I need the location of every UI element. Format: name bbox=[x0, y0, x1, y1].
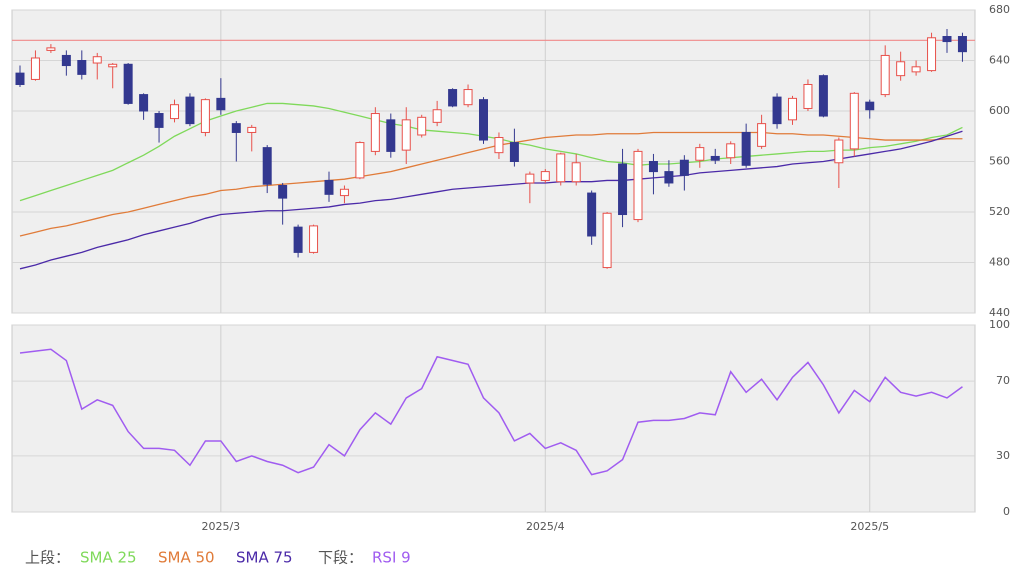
plot-area bbox=[11, 324, 976, 513]
candle-body bbox=[262, 147, 272, 185]
legend-entry: SMA 50 bbox=[158, 549, 215, 567]
y-tick-label: 640 bbox=[989, 54, 1010, 67]
candle-body bbox=[417, 116, 427, 136]
candle-body bbox=[571, 162, 581, 183]
y-tick-label: 100 bbox=[989, 318, 1010, 331]
candle-body bbox=[339, 188, 349, 197]
x-tick-label: 2025/5 bbox=[850, 520, 889, 533]
candle-body bbox=[170, 104, 179, 120]
candle-body bbox=[77, 60, 87, 75]
candle-body bbox=[154, 113, 164, 128]
candle-body bbox=[231, 123, 241, 133]
x-tick-label: 2025/4 bbox=[526, 520, 565, 533]
candle-body bbox=[695, 147, 705, 161]
y-tick-label: 30 bbox=[996, 449, 1010, 462]
candle-body bbox=[880, 54, 890, 96]
candle-body bbox=[139, 94, 149, 112]
candle-body bbox=[834, 139, 844, 164]
candle-body bbox=[401, 119, 411, 151]
candle-body bbox=[556, 153, 566, 183]
candle-body bbox=[463, 89, 473, 106]
y-tick-label: 70 bbox=[996, 374, 1010, 387]
candle-body bbox=[633, 150, 643, 221]
candle-body bbox=[509, 142, 519, 162]
legend-label: 上段： bbox=[25, 549, 70, 567]
candle-body bbox=[602, 212, 612, 269]
candle-body bbox=[865, 101, 875, 111]
candle-body bbox=[648, 161, 658, 173]
candle-body bbox=[61, 54, 71, 67]
candle-body bbox=[710, 155, 720, 161]
candle-body bbox=[370, 113, 380, 152]
candle-body bbox=[324, 179, 334, 195]
candle-body bbox=[803, 83, 813, 109]
candle-body bbox=[788, 97, 797, 121]
candle-body bbox=[618, 163, 628, 216]
y-tick-label: 0 bbox=[1003, 505, 1010, 518]
candle-body bbox=[309, 225, 319, 253]
sma-line bbox=[19, 131, 963, 237]
y-tick-label: 440 bbox=[989, 306, 1010, 319]
legend-entry: SMA 75 bbox=[236, 549, 293, 567]
candle-body bbox=[525, 173, 535, 184]
candle-body bbox=[479, 99, 488, 141]
legend-entry: RSI 9 bbox=[372, 549, 411, 567]
candle-body bbox=[772, 96, 782, 125]
candle-body bbox=[200, 99, 210, 133]
candle-body bbox=[818, 75, 828, 117]
candle-body bbox=[30, 57, 40, 80]
legend-entry: SMA 25 bbox=[80, 549, 137, 567]
legend: 上段： SMA 25 SMA 50 SMA 75 下段： RSI 9 bbox=[25, 549, 411, 567]
candle-body bbox=[386, 119, 396, 152]
candle-body bbox=[247, 126, 257, 133]
candle-body bbox=[123, 63, 133, 104]
rsi-line bbox=[19, 348, 963, 476]
candle-body bbox=[664, 171, 674, 184]
y-tick-label: 560 bbox=[989, 155, 1010, 168]
candle-body bbox=[185, 96, 195, 125]
candle-body bbox=[587, 192, 597, 237]
sma-line bbox=[19, 130, 963, 270]
candle-body bbox=[432, 109, 442, 123]
candle-body bbox=[741, 131, 751, 166]
candle-body bbox=[108, 63, 118, 68]
candle-body bbox=[679, 159, 689, 176]
y-tick-label: 680 bbox=[989, 3, 1010, 16]
candle-body bbox=[757, 123, 767, 147]
candle-body bbox=[448, 89, 458, 107]
candle-body bbox=[849, 92, 859, 150]
y-tick-label: 520 bbox=[989, 205, 1010, 218]
candle-body bbox=[726, 143, 736, 159]
candle-body bbox=[92, 56, 102, 64]
legend-label: 下段： bbox=[318, 549, 363, 567]
candle-body bbox=[46, 47, 56, 51]
y-tick-label: 480 bbox=[989, 256, 1010, 269]
candle-body bbox=[216, 97, 226, 111]
candle-body bbox=[896, 61, 906, 77]
y-tick-label: 600 bbox=[989, 104, 1010, 117]
candle-body bbox=[942, 36, 952, 43]
candle-body bbox=[494, 137, 504, 154]
candle-body bbox=[293, 226, 303, 253]
candle-body bbox=[355, 142, 365, 179]
candle-body bbox=[540, 171, 550, 181]
x-tick-label: 2025/3 bbox=[201, 520, 240, 533]
candle-body bbox=[278, 184, 288, 199]
sma-line bbox=[19, 102, 963, 202]
candle-body bbox=[927, 37, 937, 72]
candle-body bbox=[15, 72, 25, 85]
candle-body bbox=[911, 66, 921, 73]
candle-body bbox=[957, 36, 967, 53]
